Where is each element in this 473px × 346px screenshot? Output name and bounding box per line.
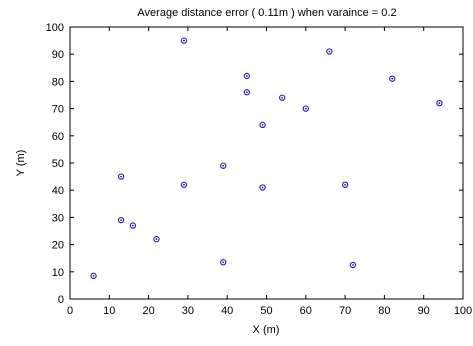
y-tick-label: 80 [52, 76, 64, 88]
y-tick-label: 60 [52, 131, 64, 143]
data-point-10 [243, 89, 250, 96]
y-tick-label: 70 [52, 104, 64, 116]
y-axis-ticks: 0 10 20 30 40 50 60 70 80 90 100 [46, 22, 463, 306]
data-point-5 [153, 236, 160, 243]
plot-area-frame [69, 26, 464, 300]
y-tick-label: 0 [58, 294, 64, 306]
data-point-12 [259, 184, 266, 191]
x-tick-label: 100 [454, 305, 472, 317]
data-point-8 [220, 259, 227, 266]
y-tick-label: 30 [52, 212, 64, 224]
x-axis-label: X (m) [253, 324, 280, 336]
data-point-17 [341, 181, 349, 188]
data-point-14 [279, 94, 286, 101]
y-tick-label: 10 [52, 267, 64, 279]
data-point-4 [129, 222, 137, 229]
x-tick-label: 50 [260, 305, 272, 317]
y-tick-label: 100 [46, 22, 64, 34]
x-axis-ticks: 0 10 20 30 40 50 60 70 80 90 100 [67, 27, 472, 317]
x-tick-label: 20 [142, 305, 154, 317]
y-tick-label: 50 [52, 158, 64, 170]
y-tick-label: 20 [52, 240, 64, 252]
x-tick-label: 40 [221, 305, 233, 317]
x-tick-label: 60 [300, 305, 312, 317]
data-point-7 [180, 37, 188, 44]
x-tick-label: 90 [418, 305, 430, 317]
x-tick-label: 30 [182, 305, 194, 317]
data-point-9 [220, 162, 227, 169]
data-point-1 [90, 272, 97, 280]
x-tick-label: 0 [67, 305, 73, 317]
x-tick-label: 70 [339, 305, 351, 317]
data-point-20 [436, 100, 443, 107]
y-tick-label: 90 [52, 49, 64, 61]
data-point-19 [389, 75, 396, 82]
data-point-2 [117, 216, 125, 224]
y-tick-label: 40 [52, 185, 64, 197]
data-points [90, 37, 443, 280]
x-tick-label: 10 [103, 305, 115, 317]
data-point-16 [326, 48, 333, 55]
data-point-6 [180, 181, 188, 188]
data-point-18 [349, 261, 357, 269]
data-point-15 [302, 105, 309, 112]
data-point-13 [259, 121, 266, 129]
x-tick-label: 80 [378, 305, 390, 317]
chart-title: Average distance error ( 0.11m ) when va… [137, 7, 396, 19]
data-point-3 [117, 173, 125, 180]
y-axis-label: Y (m) [15, 150, 27, 177]
data-point-11 [243, 72, 250, 80]
